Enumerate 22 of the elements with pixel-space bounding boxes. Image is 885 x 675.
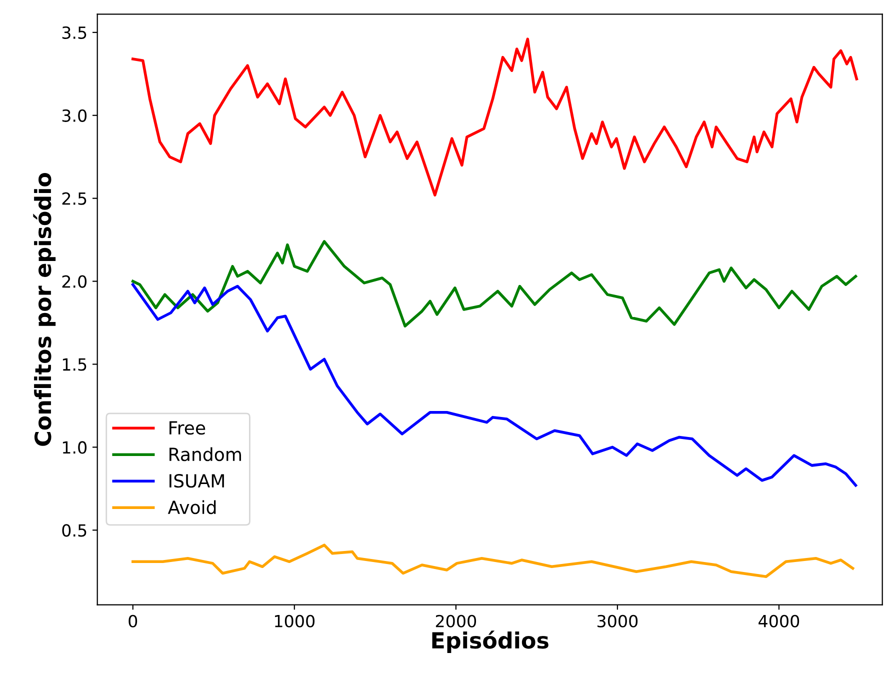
y-tick-label: 2.0 [62, 275, 87, 288]
y-tick-label: 3.0 [62, 109, 87, 122]
y-axis-title: Conflitos por episódio [33, 172, 56, 446]
legend-label: Avoid [168, 500, 216, 514]
x-tick-label: 0 [128, 614, 138, 628]
y-tick-label: 1.0 [62, 441, 87, 454]
x-tick-label: 2000 [436, 614, 476, 628]
y-tick-label: 2.5 [62, 192, 86, 205]
line-series [131, 544, 854, 578]
x-tick-label: 3000 [598, 614, 638, 628]
y-tick-label: 3.5 [62, 26, 86, 39]
y-tick-label: 1.5 [62, 358, 86, 371]
x-axis-title: Episódios [432, 630, 548, 654]
legend-label: Random [170, 447, 241, 462]
line-series [131, 283, 858, 487]
line-series [131, 240, 858, 328]
line-series [131, 38, 858, 196]
legend-label: ISUAM [170, 474, 224, 488]
x-tick-label: 4000 [758, 614, 800, 628]
y-tick-label: 0.5 [62, 524, 86, 537]
legend-label: Free [170, 421, 206, 435]
x-tick-label: 1000 [275, 614, 315, 628]
